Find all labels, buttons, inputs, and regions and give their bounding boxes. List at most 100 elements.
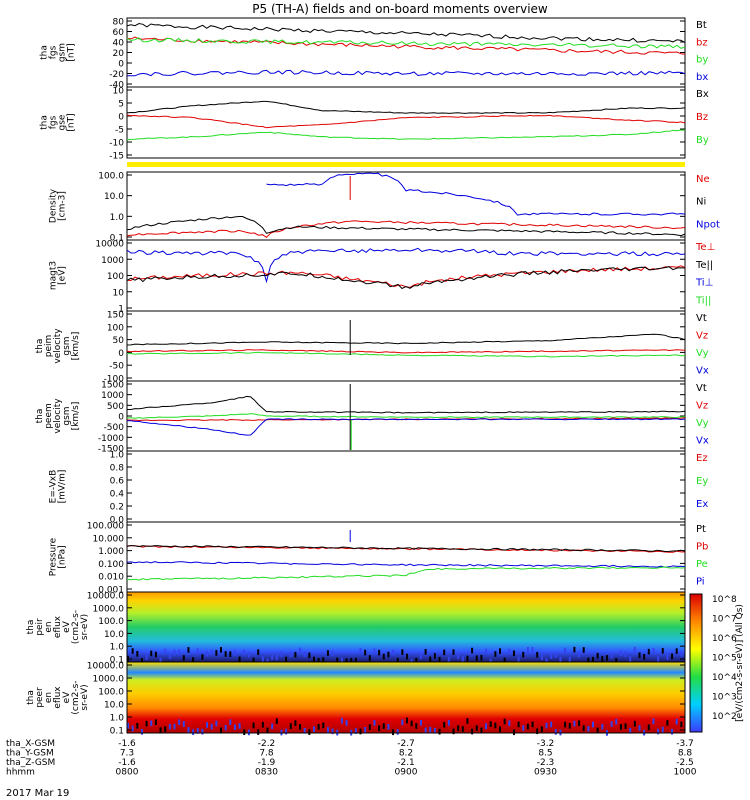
x-axis-value: -2.7 [397, 739, 415, 749]
series-Ti⊥ [126, 247, 686, 284]
spectrogram-streak [364, 649, 367, 656]
spectrogram-streak [150, 720, 153, 727]
spectrogram-streak [545, 658, 548, 664]
series-bx [126, 69, 686, 77]
spectrogram-streak [215, 720, 218, 727]
series-Vz [126, 349, 686, 354]
spectrogram-streak [261, 721, 264, 728]
legend-bz: bz [696, 37, 708, 48]
y-axis-label: tha [40, 45, 50, 60]
y-tick-label: -50 [109, 362, 124, 372]
spectrogram-streak [554, 729, 557, 735]
y-axis-label: [nT] [67, 113, 77, 131]
x-axis-value: 0900 [395, 768, 418, 778]
spectrogram-streak [503, 718, 506, 725]
spectrogram-streak [373, 720, 376, 726]
spectrogram-streak [173, 723, 176, 730]
spectrogram-streak [657, 728, 660, 735]
spectrogram-streak [485, 723, 488, 730]
spectrogram-streak [140, 729, 143, 735]
legend-Npot: Npot [696, 219, 720, 230]
colorbar-label: [eV/(cm2-s-sr-eV)] (All Qs) [735, 604, 745, 722]
x-axis-value: 7.3 [120, 749, 134, 759]
spectrogram-streak [550, 721, 553, 728]
spectrogram-streak [145, 654, 148, 660]
spectrogram-streak [452, 649, 455, 655]
spectrogram-streak [531, 721, 534, 728]
legend-Vy: Vy [696, 348, 709, 359]
spectrogram-streak [652, 647, 655, 654]
y-tick-label: 20 [113, 49, 125, 59]
y-tick-label: -10 [109, 139, 124, 149]
y-axis-label: eflux [53, 615, 63, 638]
spectrogram-streak [415, 723, 418, 729]
x-axis-row-label: tha_Y-GSM [6, 749, 54, 759]
x-axis-row-label: tha_X-GSM [6, 739, 55, 749]
x-axis-row-label: tha_Z-GSM [6, 758, 55, 768]
y-tick-label: 0.2 [110, 503, 124, 513]
spectrogram-streak [461, 656, 464, 662]
spectrogram-streak [326, 727, 329, 733]
spectrogram-streak [336, 657, 339, 664]
spectrogram-streak [592, 656, 594, 663]
spectrogram-streak [257, 649, 260, 656]
legend-Vx: Vx [696, 366, 709, 377]
series-Vt [126, 333, 686, 346]
spectrogram-streak [233, 650, 236, 656]
spectrogram-streak [136, 722, 139, 729]
y-axis-label: tha [26, 690, 36, 705]
spectrogram-streak [657, 655, 660, 662]
x-axis-value: -2.2 [258, 739, 276, 749]
y-axis-label: gsm [58, 43, 68, 62]
y-tick-label: 10 [113, 288, 125, 298]
spectrogram-streak [275, 654, 278, 661]
series-Vy [126, 351, 686, 358]
spectrogram-streak [168, 653, 171, 660]
spectrogram-streak [313, 656, 315, 663]
x-axis-value: -1.6 [118, 758, 136, 768]
series-Bz [126, 114, 686, 129]
spectrogram-streak [378, 725, 381, 732]
colorbar-tick: 10^6 [712, 634, 737, 644]
spectrogram-streak [633, 720, 636, 727]
spectrogram-streak [275, 718, 278, 725]
y-axis-label: (cm2-s- [71, 680, 81, 714]
spectrogram-streak [601, 723, 604, 730]
spectrogram-streak [429, 656, 432, 663]
y-tick-label: 0.1 [110, 656, 124, 666]
spectrogram-streak [447, 656, 450, 663]
spectrogram-streak [131, 648, 134, 654]
legend-Ti||: Ti|| [695, 295, 711, 306]
y-tick-label: 0 [118, 60, 124, 70]
spectrogram-streak [215, 650, 218, 656]
x-axis-value: -1.6 [118, 739, 136, 749]
y-tick-label: -100 [104, 375, 125, 385]
spectrogram-streak [285, 728, 288, 735]
spectrogram-streak [317, 724, 320, 730]
spectrogram-streak [610, 652, 613, 659]
y-axis-label: en [44, 621, 54, 632]
spectrogram-streak [475, 655, 478, 661]
spectrogram-streak [354, 728, 357, 734]
series-Pi [126, 561, 686, 568]
spectrogram-streak [373, 648, 376, 655]
legend-Ni: Ni [696, 197, 706, 208]
y-tick-label: 1000 [101, 391, 124, 401]
x-axis-row-label: hhmm [6, 768, 35, 778]
spectrogram-streak [647, 648, 650, 655]
figure-title: P5 (TH-A) fields and on-board moments ov… [252, 2, 548, 16]
legend-Ne: Ne [696, 174, 710, 185]
spectrogram-streak [164, 726, 167, 733]
spectrogram-streak [601, 655, 604, 662]
spectrogram-streak [615, 718, 618, 725]
y-axis-label: fgs [49, 115, 59, 129]
y-tick-label: 100.0 [98, 617, 124, 627]
y-axis-label: [cm-3] [58, 191, 68, 221]
legend-Vx: Vx [696, 436, 709, 447]
spectrogram-streak [587, 725, 590, 732]
spectrogram-streak [438, 656, 441, 663]
spectrogram-streak [457, 725, 460, 732]
y-tick-label: 10 [113, 87, 125, 97]
spectrogram-streak [466, 655, 469, 662]
